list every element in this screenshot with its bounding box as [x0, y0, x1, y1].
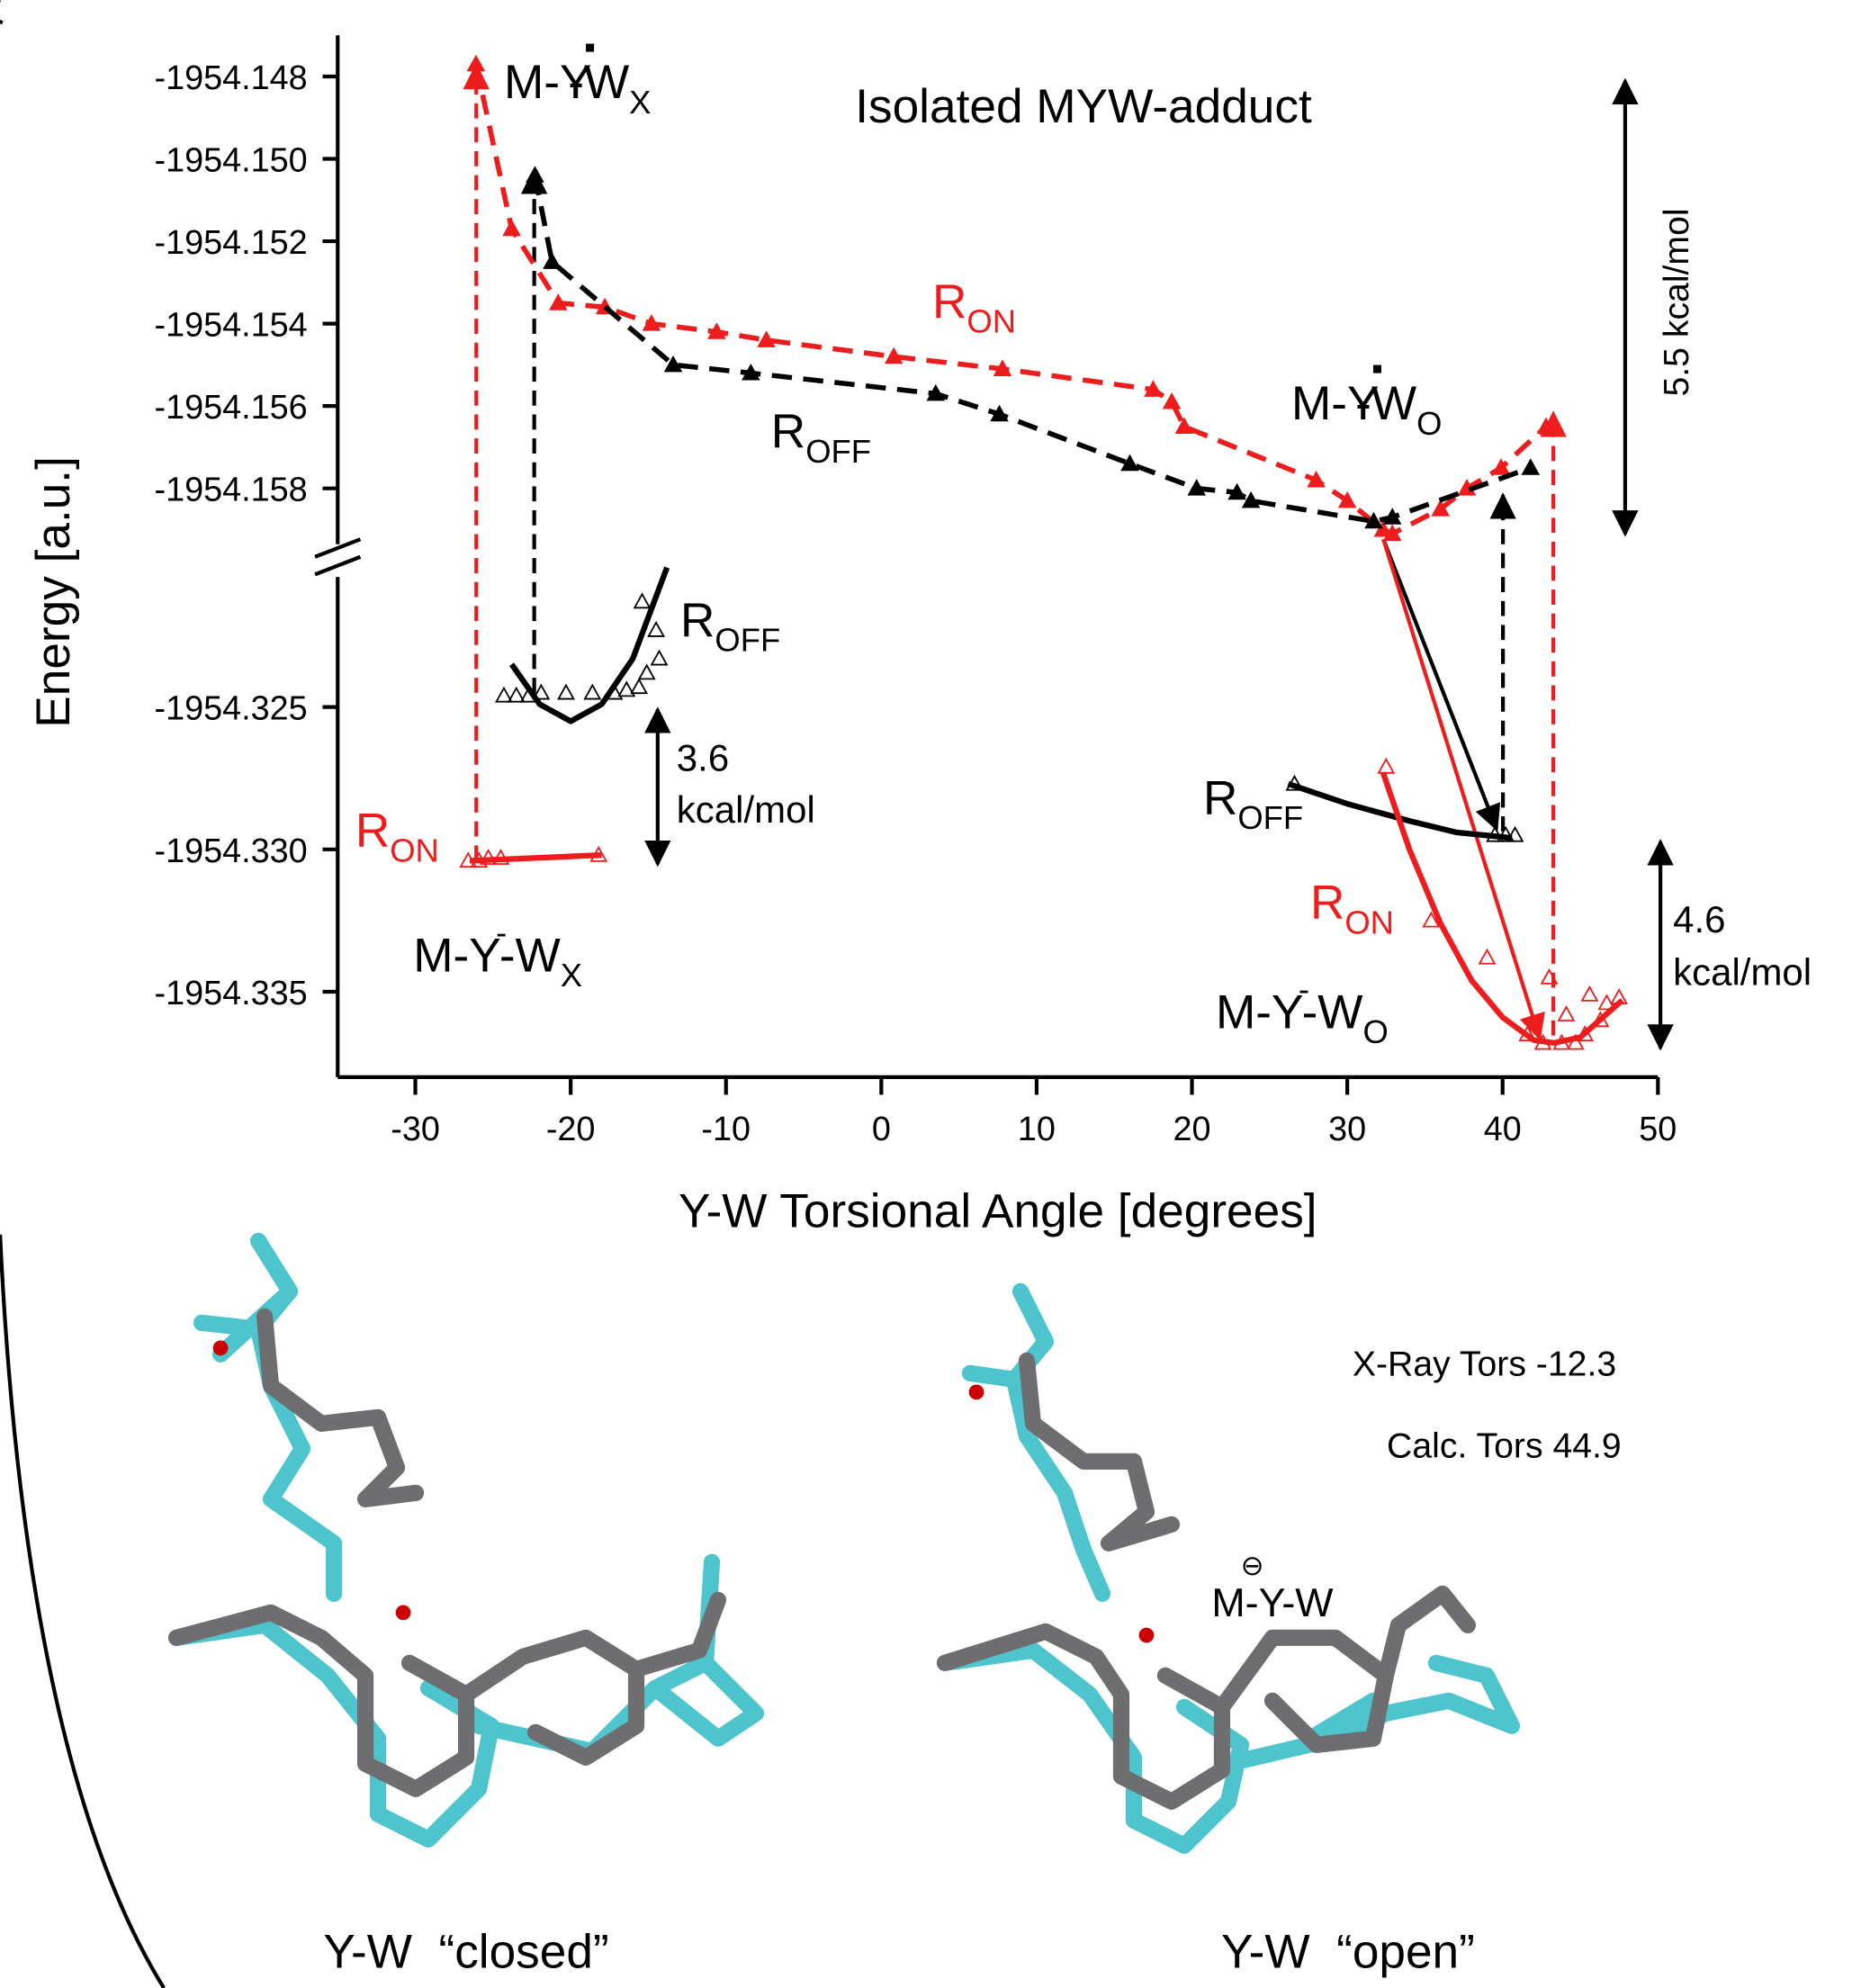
x-tick-label: -20 — [546, 1111, 596, 1148]
y-tick-label: -1954.325 — [154, 690, 307, 728]
label-sub: ON — [1344, 904, 1394, 940]
y-tick-label: -1954.335 — [154, 975, 307, 1012]
molecule-closed — [176, 1241, 756, 1840]
label-sub: X — [561, 957, 582, 994]
label-sub: ON — [966, 303, 1016, 340]
label-text: M-Y — [413, 929, 501, 982]
data-point — [649, 623, 664, 636]
x-tick-label: 20 — [1173, 1111, 1211, 1148]
label-sub: O — [1416, 405, 1442, 442]
data-point — [526, 167, 543, 182]
data-point — [468, 56, 484, 70]
data-point — [1379, 760, 1394, 773]
label: RON — [355, 805, 439, 869]
label: M-Y--WO — [1216, 970, 1389, 1050]
series-line — [476, 64, 1546, 534]
label-text: R — [771, 405, 805, 458]
label: ROFF — [771, 405, 871, 470]
decor-arc — [0, 0, 164, 1988]
label: 4.6 — [1673, 898, 1725, 940]
y-tick-label: -1954.152 — [154, 224, 307, 262]
label-text: M-Y — [1216, 985, 1304, 1039]
charge: ⊖ — [1241, 1550, 1264, 1581]
label-tail: -W — [1355, 377, 1417, 430]
label: kcal/mol — [1673, 951, 1812, 994]
label: RON — [932, 275, 1016, 340]
data-point — [559, 685, 574, 698]
y-tick-label: -1954.156 — [154, 389, 307, 427]
chart-title: Isolated MYW-adduct — [855, 80, 1312, 133]
series-line — [1383, 772, 1623, 1043]
label-text: R — [1310, 877, 1344, 930]
label-text: R — [355, 805, 390, 858]
label: ROFF — [1203, 771, 1303, 836]
y-tick-label: -1954.154 — [154, 307, 307, 345]
label: M-Y▪-WO — [1291, 349, 1442, 442]
label-sub: ON — [390, 832, 439, 869]
data-point — [585, 685, 600, 698]
caption: Y-W “open” — [1221, 1926, 1475, 1979]
data-point — [544, 254, 560, 268]
x-tick-label: -30 — [391, 1111, 440, 1148]
label: 3.6 — [677, 737, 729, 779]
x-tick-label: 40 — [1484, 1111, 1522, 1148]
data-point — [503, 220, 519, 235]
atom — [1139, 1628, 1155, 1643]
x-axis-label: Y-W Torsional Angle [degrees] — [679, 1184, 1317, 1237]
y-tick-label: -1954.158 — [154, 472, 307, 509]
label: RON — [1310, 877, 1394, 941]
label-tail: -W — [499, 929, 562, 982]
annotation: X-Ray Tors -12.3 — [1353, 1345, 1616, 1384]
atom — [969, 1384, 984, 1399]
arrow — [1383, 539, 1497, 829]
data-point — [1523, 460, 1539, 474]
label-text: R — [932, 275, 966, 328]
data-point — [632, 679, 647, 693]
label: M-Y▪-WX — [504, 28, 651, 121]
data-point — [634, 594, 650, 607]
label-tail: -W — [568, 56, 630, 109]
y-axis-label: Energy [a.u.] — [27, 456, 80, 728]
label-sub: X — [629, 84, 651, 121]
label-sub: OFF — [715, 622, 780, 659]
axis-break — [315, 557, 360, 575]
label: M-Y--WX — [413, 914, 582, 994]
series-line — [535, 175, 1530, 521]
caption: Y-W “closed” — [323, 1926, 608, 1979]
x-tick-label: -10 — [701, 1111, 751, 1148]
data-point — [1164, 393, 1180, 408]
data-point — [1493, 460, 1509, 474]
data-point — [1582, 987, 1597, 1001]
atom — [213, 1340, 229, 1355]
annotation: M-Y-W — [1211, 1580, 1334, 1625]
x-tick-label: 30 — [1328, 1111, 1366, 1148]
x-tick-label: 10 — [1018, 1111, 1056, 1148]
x-tick-label: 0 — [872, 1111, 891, 1148]
label-text: R — [1203, 771, 1237, 824]
y-tick-label: -1954.150 — [154, 142, 307, 180]
y-tick-label: -1954.330 — [154, 832, 307, 870]
label-text: R — [680, 594, 715, 647]
label: 5.5 kcal/mol — [1658, 208, 1696, 396]
data-point — [652, 651, 667, 664]
y-tick-label: -1954.148 — [154, 59, 307, 97]
plot: -1954.148 -1954.150 -1954.152 -1954.154 -195… — [154, 56, 1677, 1148]
label-sub: OFF — [1237, 799, 1303, 836]
data-point — [1559, 1007, 1574, 1021]
atom — [396, 1605, 411, 1620]
figure: -1954.148 -1954.150 -1954.152 -1954.154 -195… — [0, 0, 1852, 1988]
label-sub: OFF — [805, 433, 871, 470]
label: ROFF — [680, 594, 780, 659]
label-sub: O — [1363, 1013, 1389, 1050]
label-tail: -W — [1302, 985, 1364, 1039]
data-point — [1479, 950, 1495, 964]
label: kcal/mol — [677, 788, 815, 831]
axes — [315, 35, 1658, 1077]
x-tick-label: 50 — [1639, 1111, 1677, 1148]
annotation: Calc. Tors 44.9 — [1387, 1427, 1622, 1466]
arrows — [476, 66, 1660, 1048]
data-point — [639, 665, 654, 679]
